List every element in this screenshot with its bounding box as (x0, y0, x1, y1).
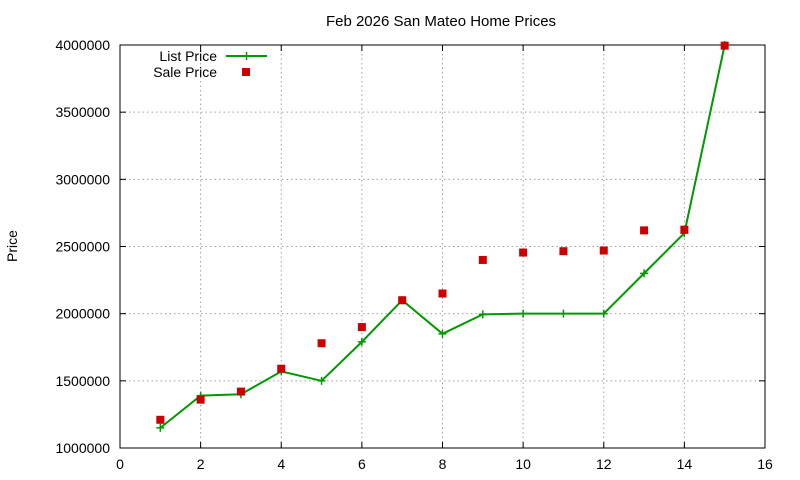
list-price-point (599, 309, 608, 318)
list-price-point (317, 376, 326, 385)
sale-price-point (559, 247, 568, 256)
y-axis-label: Price (4, 230, 20, 262)
sale-price-point (156, 415, 165, 424)
y-tick-label: 3000000 (55, 171, 110, 187)
x-tick-label: 12 (596, 456, 612, 472)
chart-title: Feb 2026 San Mateo Home Prices (326, 13, 556, 30)
list-price-point (519, 309, 528, 318)
x-tick-label: 2 (197, 456, 205, 472)
sale-price-point (599, 246, 608, 255)
sale-price-point (236, 387, 245, 396)
list-price-point (478, 310, 487, 319)
sale-price-point (398, 296, 407, 305)
sale-price-point (640, 226, 649, 235)
legend-label: List Price (159, 48, 217, 64)
tick-labels: 0 2 4 6 8 10 12 14 16 1000000 1500000 2000000 250000… (55, 37, 773, 472)
x-tick-label: 0 (116, 456, 124, 472)
x-tick-label: 8 (439, 456, 447, 472)
sale-price-point (519, 248, 528, 257)
sale-price-point (196, 395, 205, 404)
legend-entry: Sale Price (153, 64, 250, 80)
list-price-point (559, 309, 568, 318)
legend-square-swatch (242, 68, 250, 76)
x-tick-label: 14 (677, 456, 693, 472)
list-price-point (438, 329, 447, 338)
list-price-point (156, 423, 165, 432)
x-tick-label: 16 (757, 456, 773, 472)
sale-price-point (438, 289, 447, 298)
sale-price-point (720, 41, 729, 50)
y-tick-label: 2500000 (55, 239, 110, 255)
y-tick-label: 1000000 (55, 440, 110, 456)
legend-entry: List Price (159, 48, 267, 64)
sale-price-point (478, 255, 487, 264)
x-tick-label: 6 (358, 456, 366, 472)
list-price-point (640, 269, 649, 278)
series-sale-price (156, 41, 729, 424)
x-tick-label: 10 (515, 456, 531, 472)
axis-ticks (119, 44, 766, 449)
x-tick-label: 4 (277, 456, 285, 472)
y-tick-label: 2000000 (55, 306, 110, 322)
data-series (156, 41, 729, 432)
grid (120, 45, 765, 448)
y-tick-label: 1500000 (55, 373, 110, 389)
y-tick-label: 4000000 (55, 37, 110, 53)
sale-price-point (680, 225, 689, 234)
legend-label: Sale Price (153, 64, 217, 80)
sale-price-point (277, 364, 286, 373)
sale-price-point (357, 323, 366, 332)
y-tick-label: 3500000 (55, 104, 110, 120)
sale-price-point (317, 339, 326, 348)
list-price-point (357, 337, 366, 346)
legend-plus-swatch (242, 52, 251, 60)
